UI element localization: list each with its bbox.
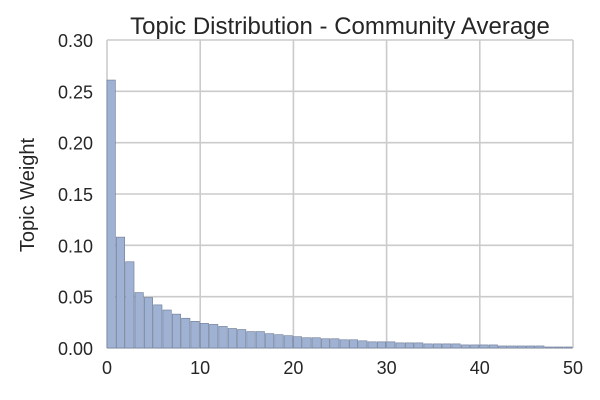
y-tick-label: 0.00 [58, 339, 93, 359]
bar [106, 79, 116, 349]
y-tick-label: 0.10 [58, 236, 93, 256]
bar [125, 261, 135, 349]
bar [423, 343, 433, 349]
bar [470, 344, 480, 349]
bar [274, 334, 284, 349]
bar [367, 341, 377, 349]
bar [283, 335, 293, 349]
bar [153, 304, 163, 349]
bar [535, 345, 545, 349]
bar [554, 346, 564, 349]
tick-labels: 0.00 0.05 0.10 0.15 0.20 0.25 0.30 0 10 20 30 40 50 [58, 31, 583, 378]
bar [199, 323, 209, 349]
bar [507, 345, 517, 349]
bar [162, 309, 172, 349]
bar [237, 329, 247, 349]
bar [190, 321, 200, 349]
bar [404, 342, 414, 349]
y-tick-label: 0.05 [58, 288, 93, 308]
bar [479, 344, 489, 349]
bar [386, 341, 396, 349]
bar [255, 331, 265, 349]
chart-title: Topic Distribution - Community Average [130, 13, 550, 40]
bar [181, 317, 191, 349]
y-tick-label: 0.25 [58, 82, 93, 102]
y-tick-label: 0.15 [58, 185, 93, 205]
bar [488, 344, 498, 349]
y-tick-label: 0.30 [58, 31, 93, 51]
bar [302, 337, 312, 349]
bar [134, 292, 144, 349]
bar [349, 339, 359, 349]
bar [395, 342, 405, 349]
bar [526, 345, 536, 349]
bar [321, 338, 331, 349]
x-tick-label: 50 [563, 358, 583, 378]
bar [432, 343, 442, 349]
bar [311, 337, 321, 349]
y-tick-label: 0.20 [58, 134, 93, 154]
bar [339, 339, 349, 349]
grid-lines [106, 39, 574, 349]
bar [414, 342, 424, 349]
bar [218, 326, 228, 349]
bar [516, 345, 526, 349]
x-tick-label: 0 [102, 358, 112, 378]
x-tick-label: 20 [283, 358, 303, 378]
bar [143, 297, 153, 349]
bar [358, 340, 368, 349]
bar [116, 236, 126, 349]
x-tick-label: 10 [190, 358, 210, 378]
bar [227, 328, 237, 349]
bar [171, 313, 181, 349]
bar [330, 338, 340, 349]
x-tick-label: 30 [377, 358, 397, 378]
bars [106, 79, 573, 349]
bar [376, 341, 386, 349]
bar [265, 333, 275, 349]
x-tick-label: 40 [470, 358, 490, 378]
bar [246, 331, 256, 349]
bar [293, 336, 303, 349]
bar [460, 344, 470, 349]
bar [498, 345, 508, 349]
y-axis-label: Topic Weight [17, 137, 39, 252]
bar [544, 346, 554, 349]
bar [442, 343, 452, 349]
bar [209, 324, 219, 349]
bar [563, 346, 573, 349]
bar [451, 343, 461, 349]
